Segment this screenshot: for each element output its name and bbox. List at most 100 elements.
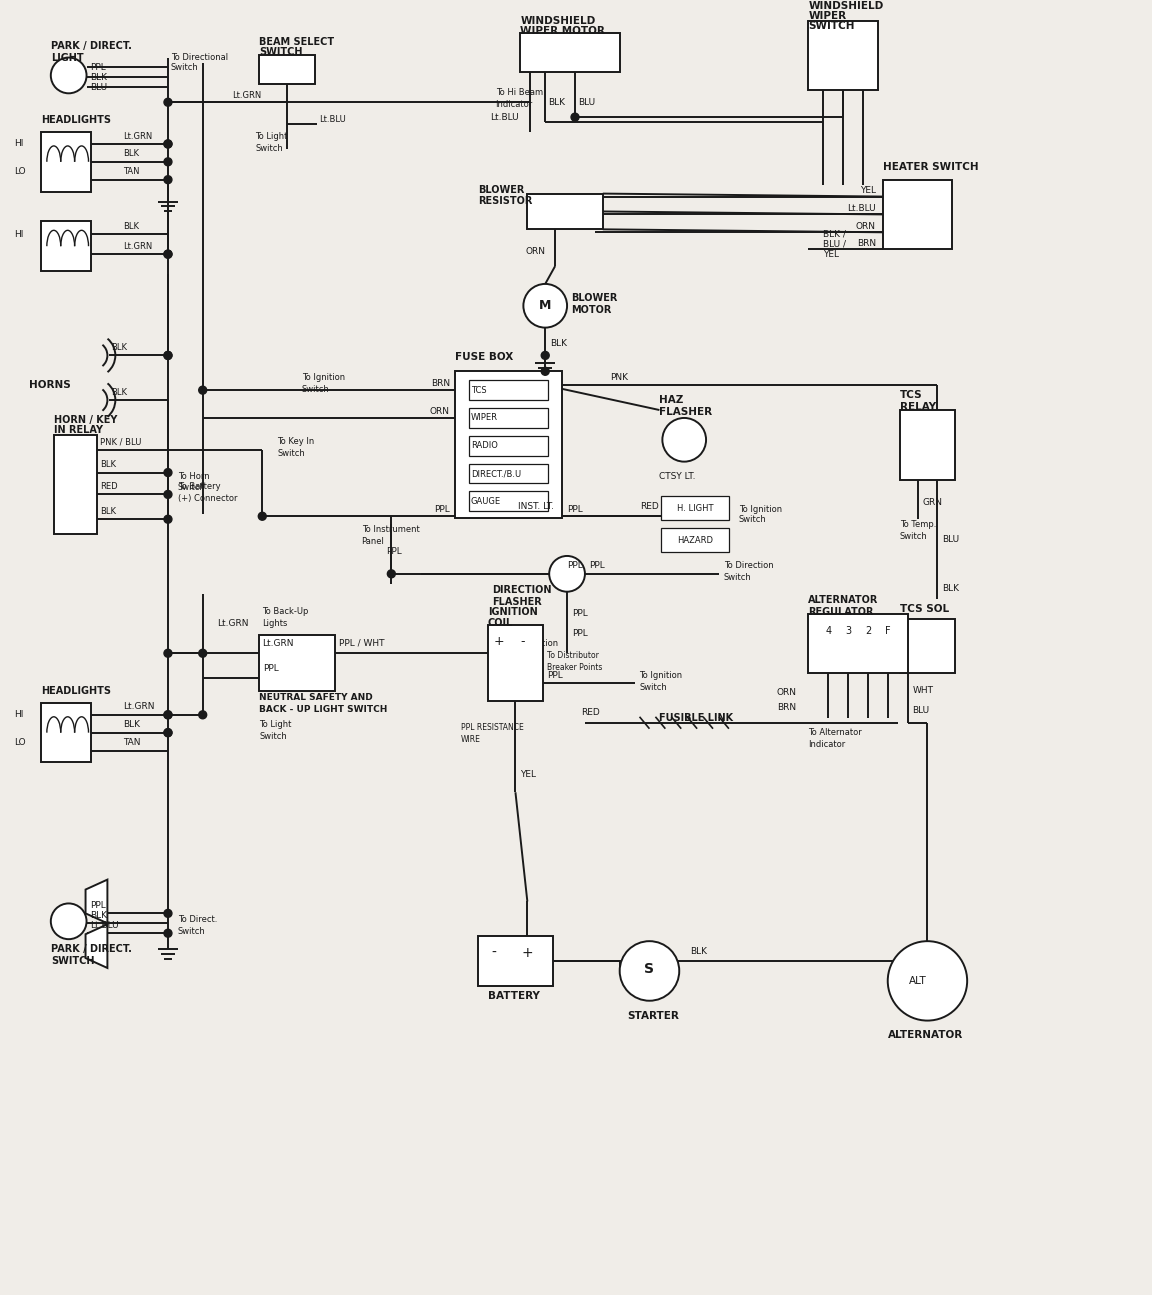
Text: (+) Connector: (+) Connector: [177, 493, 237, 502]
Text: Switch: Switch: [302, 385, 329, 394]
Text: Lt.GRN: Lt.GRN: [123, 132, 152, 140]
Text: To Horn: To Horn: [177, 473, 210, 480]
Text: To Direction: To Direction: [723, 562, 773, 570]
Circle shape: [888, 941, 968, 1020]
Text: 2: 2: [865, 627, 871, 636]
Text: BLK /: BLK /: [824, 229, 846, 238]
Circle shape: [164, 250, 172, 258]
Circle shape: [662, 418, 706, 461]
Circle shape: [620, 941, 680, 1001]
Circle shape: [164, 176, 172, 184]
Text: RED: RED: [100, 482, 118, 491]
Text: HI: HI: [14, 140, 23, 149]
Circle shape: [164, 158, 172, 166]
Text: LIGHT: LIGHT: [51, 53, 83, 62]
Text: To Light: To Light: [259, 720, 291, 729]
Text: -: -: [491, 947, 497, 960]
Bar: [900, 619, 955, 673]
Circle shape: [164, 729, 172, 737]
Bar: [487, 625, 544, 701]
Text: PPL: PPL: [589, 562, 605, 570]
Text: BLK: BLK: [123, 720, 141, 729]
Text: BLU: BLU: [578, 97, 596, 106]
Bar: [54, 435, 98, 534]
Text: To Instrument: To Instrument: [362, 524, 419, 534]
Bar: [259, 54, 314, 84]
Text: Lt.GRN: Lt.GRN: [233, 91, 262, 100]
Bar: [259, 636, 335, 692]
Bar: [478, 936, 553, 985]
Text: Switch: Switch: [256, 145, 283, 153]
Text: H. LIGHT: H. LIGHT: [677, 504, 713, 513]
Text: Switch: Switch: [900, 532, 927, 540]
Text: To Ignition: To Ignition: [639, 671, 683, 680]
Text: PPL: PPL: [91, 63, 106, 73]
Circle shape: [258, 513, 266, 521]
Text: BLK: BLK: [942, 584, 960, 593]
Bar: [900, 411, 955, 479]
Text: BLK: BLK: [123, 149, 139, 158]
Text: INST. LT.: INST. LT.: [518, 502, 554, 510]
Circle shape: [164, 729, 172, 737]
Circle shape: [164, 711, 172, 719]
Text: Lt.GRN: Lt.GRN: [123, 702, 154, 711]
Bar: [661, 528, 729, 552]
Circle shape: [199, 711, 206, 719]
Text: YEL: YEL: [859, 186, 876, 196]
Bar: [528, 193, 602, 229]
Text: ORN: ORN: [525, 246, 545, 255]
Text: FLASHER: FLASHER: [493, 597, 543, 606]
Text: Lt.GRN: Lt.GRN: [263, 638, 294, 648]
Text: BLK: BLK: [100, 460, 116, 469]
Circle shape: [51, 904, 86, 939]
Text: BACK - UP LIGHT SWITCH: BACK - UP LIGHT SWITCH: [259, 706, 388, 715]
Text: SWITCH: SWITCH: [51, 956, 94, 966]
Text: DIRECTION: DIRECTION: [493, 585, 552, 594]
Text: GRN: GRN: [923, 497, 942, 506]
Bar: [809, 21, 878, 91]
Text: PPL RESISTANCE: PPL RESISTANCE: [461, 723, 524, 732]
Text: BLK: BLK: [548, 97, 566, 106]
Text: BLOWER: BLOWER: [478, 185, 524, 194]
Text: BLU /: BLU /: [824, 240, 847, 249]
Text: To Temp.: To Temp.: [900, 519, 937, 528]
Text: To Ignition: To Ignition: [515, 638, 559, 648]
Text: PPL: PPL: [547, 671, 563, 680]
Text: ALTERNATOR: ALTERNATOR: [888, 1031, 963, 1040]
Text: Switch: Switch: [259, 732, 287, 741]
Text: BLK: BLK: [91, 910, 107, 919]
Text: GAUGE: GAUGE: [471, 497, 501, 506]
Text: WIPER: WIPER: [471, 413, 498, 422]
Text: FUSIBLE LINK: FUSIBLE LINK: [659, 712, 734, 723]
Text: RELAY: RELAY: [900, 401, 935, 412]
Text: PPL: PPL: [264, 663, 279, 672]
Text: F: F: [885, 627, 890, 636]
Text: To Key In: To Key In: [278, 438, 314, 447]
Text: BLK: BLK: [112, 387, 128, 396]
Text: ALT: ALT: [909, 976, 926, 985]
Text: TAN: TAN: [123, 738, 141, 747]
Text: SWITCH: SWITCH: [809, 21, 855, 31]
Text: TCS: TCS: [471, 386, 486, 395]
Text: To Back-Up: To Back-Up: [263, 607, 309, 616]
Text: Lt.BLU: Lt.BLU: [91, 921, 119, 930]
Bar: [40, 132, 91, 192]
Text: TCS SOL: TCS SOL: [900, 603, 949, 614]
Text: RADIO: RADIO: [471, 442, 498, 451]
Text: BRN: BRN: [431, 378, 450, 387]
Text: -: -: [521, 635, 525, 648]
Text: WIPER: WIPER: [809, 10, 847, 21]
Text: ORN: ORN: [856, 221, 876, 231]
Bar: [469, 491, 548, 512]
Text: M: M: [539, 299, 552, 312]
Text: Breaker Points: Breaker Points: [547, 663, 602, 672]
Text: PPL: PPL: [91, 901, 106, 910]
Text: HORNS: HORNS: [29, 381, 70, 390]
Bar: [469, 408, 548, 427]
Text: Switch: Switch: [738, 514, 766, 523]
Text: HAZARD: HAZARD: [677, 536, 713, 545]
Text: BLU: BLU: [91, 83, 107, 92]
Text: PPL: PPL: [573, 609, 588, 618]
Circle shape: [51, 57, 86, 93]
Text: BLK: BLK: [112, 343, 128, 352]
